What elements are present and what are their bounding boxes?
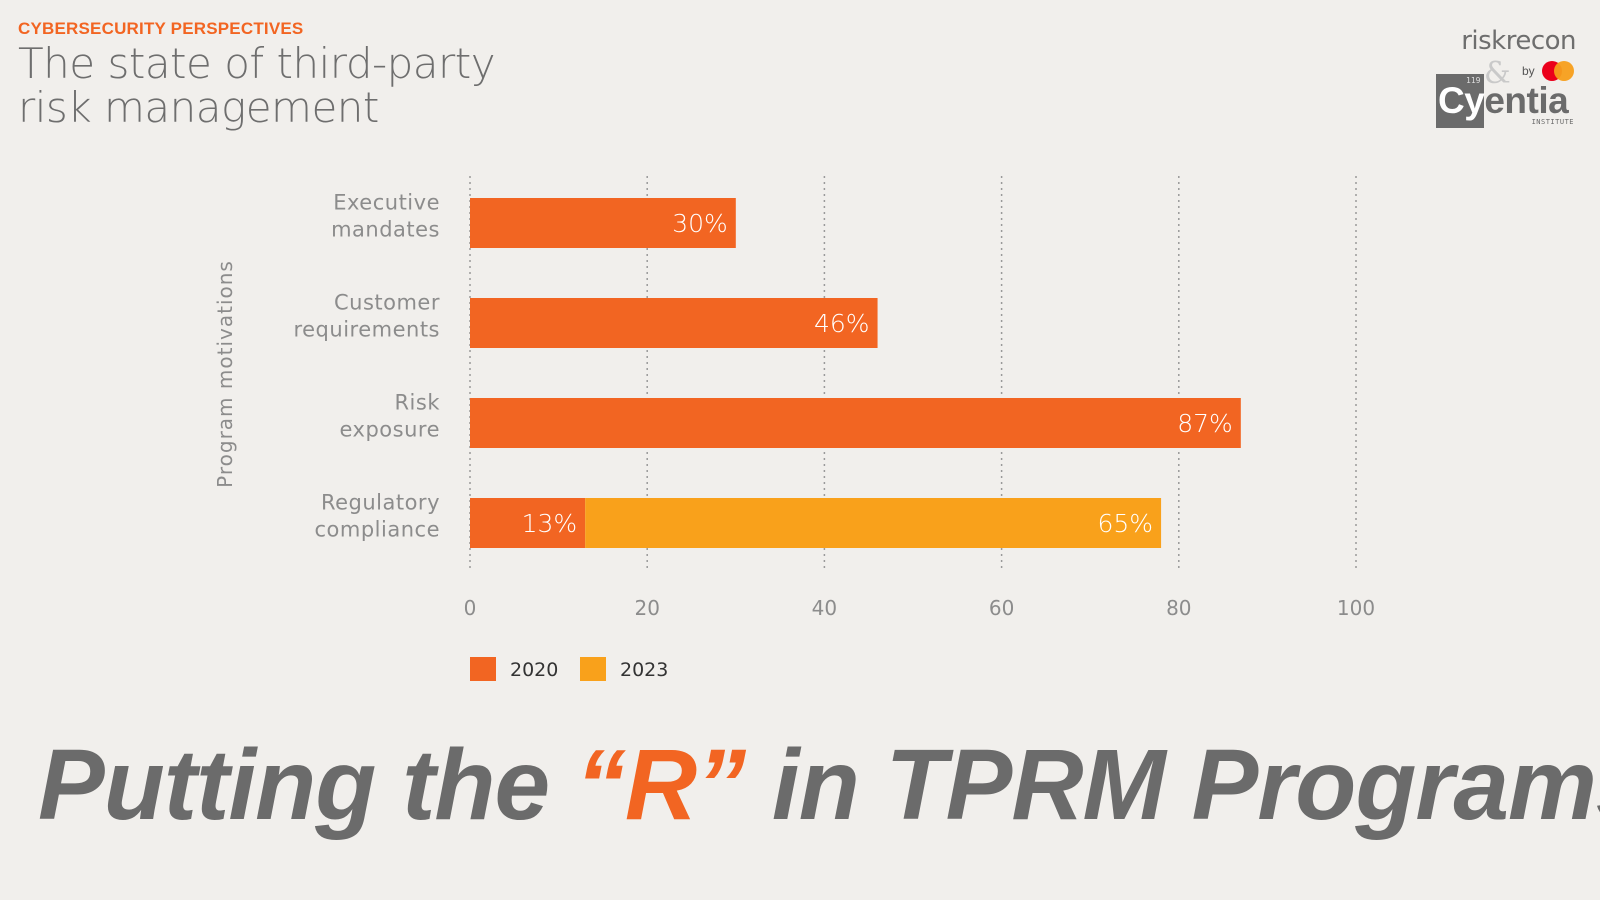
bar-2020 xyxy=(470,498,586,548)
x-tick-label: 60 xyxy=(989,596,1014,620)
bar-2020 xyxy=(470,398,1241,448)
bar-value-label: 30% xyxy=(672,209,728,238)
cyentia-wordmark-rest: entia xyxy=(1484,80,1569,121)
bar-value-label: 13% xyxy=(522,509,578,538)
category-label: Executive xyxy=(333,191,440,215)
headline-highlight: “R” xyxy=(575,729,746,841)
ampersand: & xyxy=(1484,56,1511,91)
category-label: compliance xyxy=(315,518,441,542)
cyentia-box xyxy=(1436,74,1484,128)
section-kicker: CYBERSECURITY PERSPECTIVES xyxy=(18,19,304,38)
category-label: Risk xyxy=(394,391,440,415)
legend-label: 2023 xyxy=(620,659,668,681)
bar-2020 xyxy=(470,298,878,348)
cyentia-wordmark-c: Cy xyxy=(1438,80,1485,121)
category-label: mandates xyxy=(331,218,440,242)
x-tick-label: 100 xyxy=(1337,596,1375,620)
x-tick-label: 0 xyxy=(464,596,477,620)
by-label: by xyxy=(1522,64,1535,78)
cyentia-institute: INSTITUTE xyxy=(1531,118,1574,126)
category-label: requirements xyxy=(293,318,440,342)
cyentia-number: 119 xyxy=(1466,76,1481,85)
category-label: Customer xyxy=(334,291,440,315)
mastercard-icon xyxy=(1542,61,1574,81)
title-line-1: The state of third-party xyxy=(18,39,496,88)
headline-part-1: Putting the xyxy=(38,729,576,841)
riskrecon-wordmark: riskrecon xyxy=(1461,26,1576,56)
category-label: Regulatory xyxy=(321,491,440,515)
page-title: The state of third-party risk management xyxy=(18,42,638,130)
bar-value-label: 87% xyxy=(1177,409,1233,438)
legend-swatch-2023 xyxy=(580,657,606,681)
x-tick-label: 20 xyxy=(634,596,659,620)
headline-part-2: in TPRM Programs xyxy=(745,729,1600,841)
x-tick-label: 40 xyxy=(812,596,837,620)
legend-swatch-2020 xyxy=(470,657,496,681)
category-label: exposure xyxy=(340,418,441,442)
cyentia-wordmark: Cyentia xyxy=(1438,80,1569,122)
bar-2020 xyxy=(470,198,736,248)
x-tick-label: 80 xyxy=(1166,596,1191,620)
motivations-bar-chart: 0 20 40 60 80 100 30% Executive mandates 46% Custo… xyxy=(213,176,1375,681)
bar-value-label: 65% xyxy=(1098,509,1154,538)
bar-value-label: 46% xyxy=(814,309,870,338)
y-axis-title: Program motivations xyxy=(213,260,237,488)
brand-logo: riskrecon & by 119 Cyentia INSTITUTE xyxy=(1426,26,1576,136)
bar-2023 xyxy=(585,498,1162,548)
headline: Putting the “R” in TPRM Programs xyxy=(38,728,1600,843)
legend-label: 2020 xyxy=(510,659,558,681)
title-line-2: risk management xyxy=(18,83,379,132)
